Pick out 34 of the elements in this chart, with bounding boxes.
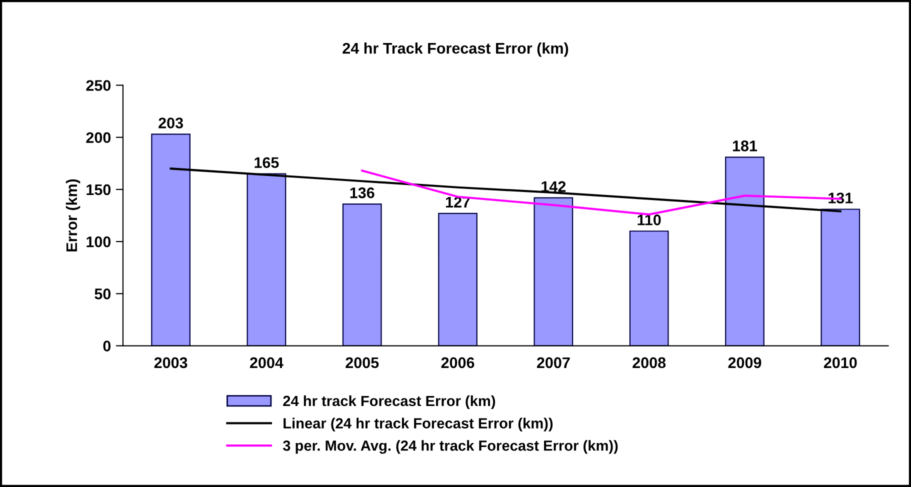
- legend-label: 24 hr track Forecast Error (km): [283, 395, 496, 410]
- y-tick-label: 200: [86, 132, 111, 144]
- data-label: 131: [828, 192, 853, 204]
- bar: [820, 208, 860, 346]
- y-tick-label: 250: [86, 80, 111, 91]
- y-tick-label: 150: [86, 184, 111, 196]
- y-tick-label: 50: [94, 288, 111, 300]
- bar: [151, 134, 190, 346]
- bar: [629, 230, 669, 346]
- y-axis-title: Error (km): [66, 179, 80, 252]
- x-tick-label: 2010: [824, 357, 857, 368]
- x-tick-label: 2003: [154, 357, 188, 368]
- y-tick-label: 0: [103, 340, 111, 352]
- legend-label: 3 per. Mov. Avg. (24 hr track Forecast Error (km)): [282, 440, 618, 454]
- data-label: 203: [158, 118, 184, 128]
- data-label: 181: [732, 140, 758, 152]
- x-tick-label: 2006: [441, 357, 474, 368]
- bar: [725, 156, 764, 346]
- bar: [534, 197, 574, 346]
- x-tick-label: 2008: [632, 357, 666, 368]
- bar: [342, 203, 382, 346]
- data-label: 136: [350, 187, 374, 198]
- x-tick-label: 2009: [728, 357, 762, 368]
- legend-label: Linear (24 hr track Forecast Error (km)): [284, 418, 553, 432]
- data-label: 110: [638, 214, 661, 226]
- bar: [246, 173, 286, 346]
- bar: [438, 212, 478, 346]
- y-tick-label: 100: [86, 236, 111, 248]
- data-label: 165: [254, 157, 279, 168]
- x-tick-label: 2005: [346, 357, 379, 368]
- chart-title: 24 hr Track Forecast Error (km): [342, 42, 568, 57]
- x-tick-label: 2004: [250, 357, 284, 368]
- x-tick-label: 2007: [536, 357, 570, 368]
- data-label: 142: [542, 181, 566, 192]
